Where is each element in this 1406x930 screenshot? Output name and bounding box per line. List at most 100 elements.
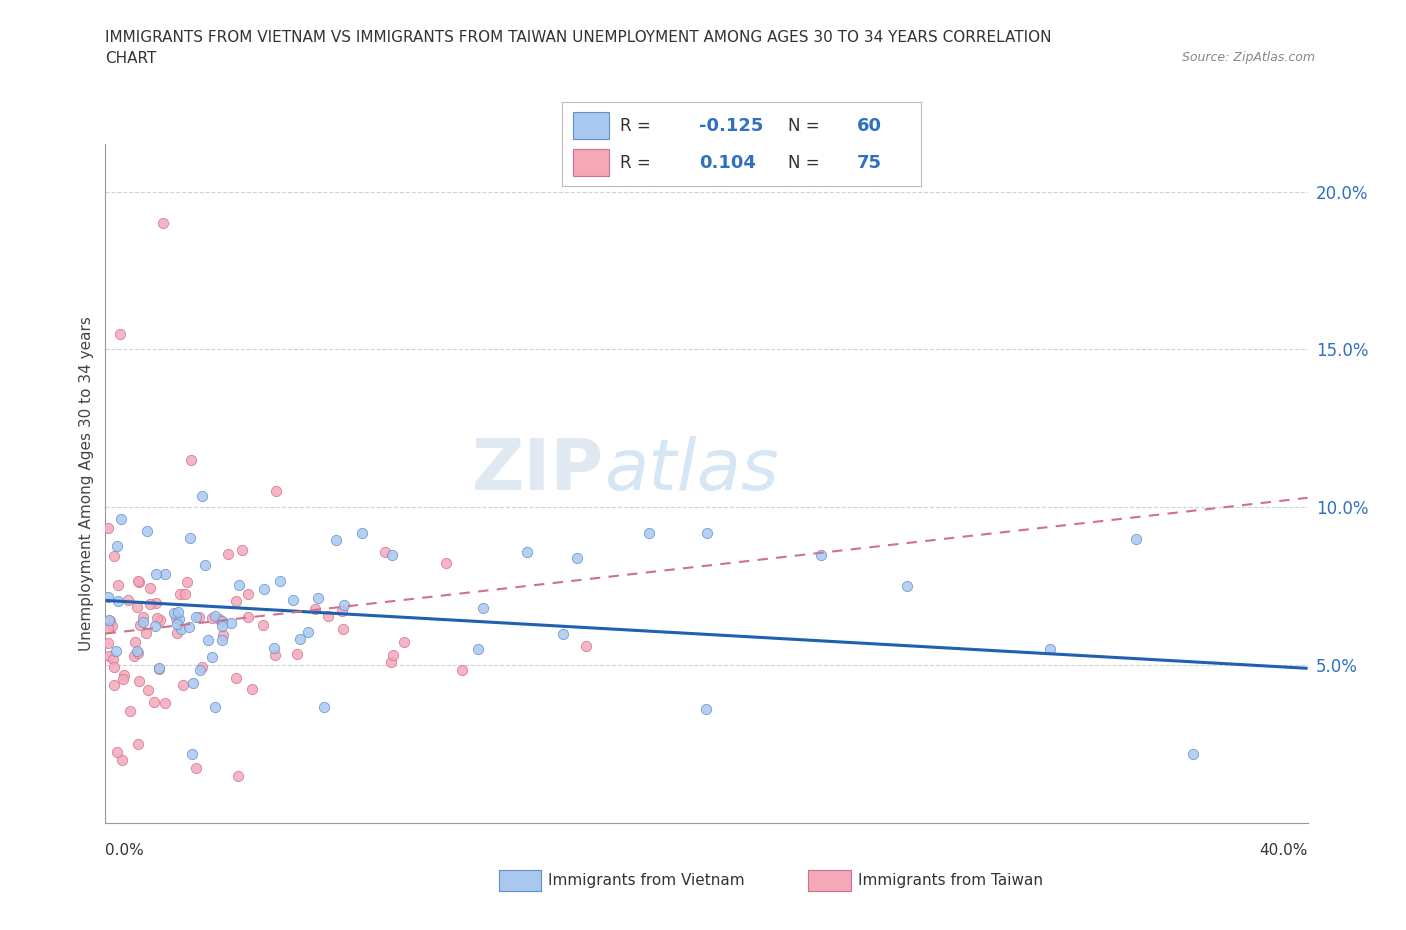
Point bbox=[172, 678, 194, 693]
Point bbox=[97, 590, 120, 604]
Point bbox=[98, 612, 121, 627]
Point bbox=[194, 558, 217, 573]
Text: -0.125: -0.125 bbox=[699, 117, 763, 135]
Point bbox=[197, 633, 219, 648]
Point bbox=[111, 752, 134, 767]
Point bbox=[204, 608, 226, 623]
Point bbox=[110, 512, 132, 526]
Point bbox=[118, 704, 141, 719]
Point bbox=[316, 609, 339, 624]
Point bbox=[124, 635, 146, 650]
Text: R =: R = bbox=[620, 117, 651, 135]
Point bbox=[264, 647, 287, 662]
Point bbox=[186, 609, 208, 624]
Point bbox=[285, 647, 308, 662]
Point bbox=[211, 632, 233, 647]
Point bbox=[228, 578, 250, 592]
Point bbox=[332, 604, 354, 618]
Point bbox=[132, 615, 155, 630]
Point bbox=[180, 746, 202, 761]
Point bbox=[139, 596, 162, 611]
Text: ZIP: ZIP bbox=[472, 435, 605, 504]
Point bbox=[145, 595, 167, 610]
Text: N =: N = bbox=[789, 117, 820, 135]
Text: Source: ZipAtlas.com: Source: ZipAtlas.com bbox=[1181, 51, 1315, 64]
Point bbox=[146, 611, 169, 626]
Point bbox=[212, 627, 235, 642]
Point bbox=[117, 592, 139, 607]
Point bbox=[472, 601, 495, 616]
Point bbox=[281, 592, 304, 607]
Point bbox=[201, 611, 224, 626]
Point bbox=[135, 626, 157, 641]
Point bbox=[149, 613, 172, 628]
Point bbox=[516, 544, 538, 559]
Point bbox=[695, 702, 717, 717]
Point bbox=[307, 590, 329, 604]
Point bbox=[127, 574, 149, 589]
Point bbox=[180, 453, 202, 468]
Point bbox=[231, 543, 253, 558]
Point bbox=[325, 533, 347, 548]
Point bbox=[125, 643, 148, 658]
Point bbox=[181, 675, 204, 690]
Point bbox=[208, 611, 231, 626]
Point bbox=[225, 593, 247, 608]
Point bbox=[236, 610, 259, 625]
Point bbox=[128, 575, 150, 590]
Point bbox=[226, 768, 249, 783]
Point bbox=[575, 638, 598, 653]
Point bbox=[810, 547, 832, 562]
Text: 0.104: 0.104 bbox=[699, 153, 755, 171]
Point bbox=[143, 619, 166, 634]
Point bbox=[187, 609, 209, 624]
Text: N =: N = bbox=[789, 153, 820, 171]
Point bbox=[173, 587, 195, 602]
Text: 75: 75 bbox=[856, 153, 882, 171]
Text: 40.0%: 40.0% bbox=[1260, 844, 1308, 858]
Point bbox=[97, 621, 120, 636]
Point bbox=[103, 659, 125, 674]
Point bbox=[374, 545, 396, 560]
Point bbox=[138, 580, 160, 595]
Point bbox=[191, 659, 214, 674]
Point bbox=[225, 670, 247, 684]
Text: CHART: CHART bbox=[105, 51, 157, 66]
Point bbox=[176, 575, 198, 590]
Point bbox=[381, 648, 404, 663]
Point bbox=[434, 555, 457, 570]
Point bbox=[166, 617, 188, 631]
Point bbox=[128, 618, 150, 633]
Point bbox=[312, 699, 335, 714]
Point bbox=[112, 672, 135, 687]
Point bbox=[186, 761, 208, 776]
Text: 0.0%: 0.0% bbox=[105, 844, 145, 858]
Text: Immigrants from Taiwan: Immigrants from Taiwan bbox=[858, 873, 1043, 888]
Point bbox=[105, 538, 128, 553]
Point bbox=[451, 663, 474, 678]
Point bbox=[122, 648, 145, 663]
FancyBboxPatch shape bbox=[574, 149, 609, 176]
Point bbox=[896, 578, 918, 593]
FancyBboxPatch shape bbox=[574, 113, 609, 140]
Point bbox=[143, 695, 166, 710]
Point bbox=[332, 598, 354, 613]
Text: Immigrants from Vietnam: Immigrants from Vietnam bbox=[548, 873, 745, 888]
Point bbox=[103, 548, 125, 563]
Point bbox=[297, 624, 319, 639]
Point bbox=[127, 737, 149, 751]
Point bbox=[269, 574, 291, 589]
Point bbox=[166, 626, 188, 641]
Point bbox=[98, 614, 121, 629]
Point bbox=[350, 525, 373, 540]
Point bbox=[266, 484, 288, 498]
Point bbox=[167, 612, 190, 627]
Point bbox=[217, 547, 239, 562]
Point bbox=[138, 683, 160, 698]
Point bbox=[1039, 642, 1062, 657]
Point bbox=[97, 521, 120, 536]
Point bbox=[163, 605, 186, 620]
Point bbox=[1125, 531, 1147, 546]
Point bbox=[240, 682, 263, 697]
Point bbox=[191, 488, 214, 503]
